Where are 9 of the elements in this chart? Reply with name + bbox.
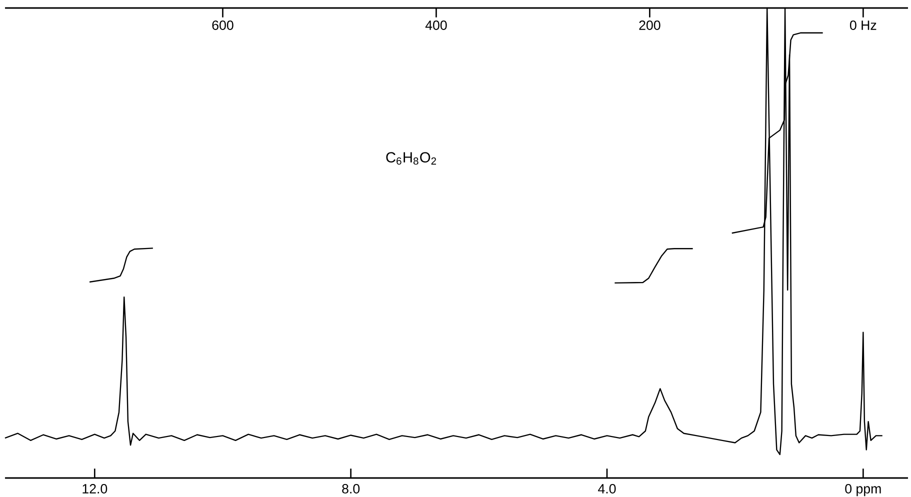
x2-tick-label: 600 bbox=[212, 20, 234, 30]
x-tick-label: 12.0 bbox=[82, 484, 108, 494]
x-tick-label: 8.0 bbox=[342, 484, 360, 494]
x-tick-label: 4.0 bbox=[598, 484, 616, 494]
x2-tick-label: 200 bbox=[639, 20, 660, 30]
x2-tick-label: 400 bbox=[425, 20, 447, 30]
x2-tick-label: 0 Hz bbox=[850, 20, 876, 30]
annotation: C$_{6}$H$_{8}$O$_{2}$ bbox=[386, 152, 436, 165]
x-tick-label: 0 ppm bbox=[845, 484, 881, 496]
